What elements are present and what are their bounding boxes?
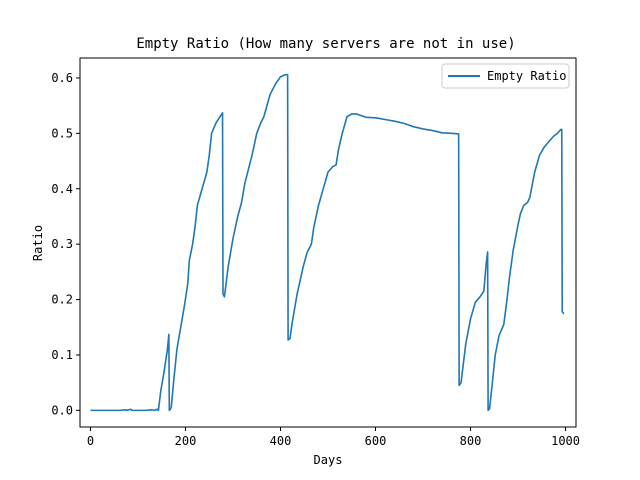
x-tick-label: 800 bbox=[460, 434, 482, 448]
chart-title: Empty Ratio (How many servers are not in… bbox=[136, 36, 515, 52]
y-tick-label: 0.2 bbox=[51, 293, 73, 307]
x-tick-label: 1000 bbox=[551, 434, 580, 448]
y-axis-label: Ratio bbox=[31, 225, 45, 261]
plot-frame bbox=[79, 57, 577, 428]
y-tick-label: 0.0 bbox=[51, 403, 73, 417]
plot-area: 0 200 400 600 800 1000 0.0 0.1 0.2 0.3 0.4 0.5 0.6 bbox=[51, 71, 580, 448]
legend-box bbox=[441, 63, 570, 89]
legend: Empty Ratio bbox=[441, 63, 570, 89]
y-tick-label: 0.4 bbox=[51, 182, 73, 196]
x-tick-label: 400 bbox=[270, 434, 292, 448]
y-tick-label: 0.3 bbox=[51, 237, 73, 251]
x-tick-label: 200 bbox=[175, 434, 197, 448]
legend-label: Empty Ratio bbox=[487, 69, 566, 83]
y-tick-label: 0.1 bbox=[51, 348, 73, 362]
x-axis-label: Days bbox=[314, 453, 343, 467]
x-tick-label: 600 bbox=[365, 434, 387, 448]
x-tick-label: 0 bbox=[87, 434, 94, 448]
y-tick-label: 0.5 bbox=[51, 126, 73, 140]
y-tick-label: 0.6 bbox=[51, 71, 73, 85]
series-line-empty-ratio bbox=[90, 73, 565, 412]
